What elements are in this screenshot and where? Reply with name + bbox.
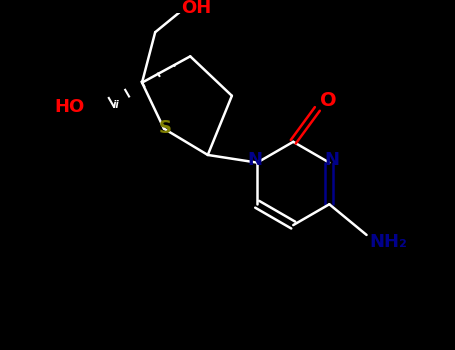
Text: OH: OH [181, 0, 211, 17]
Text: O: O [320, 91, 337, 110]
Text: N: N [248, 152, 263, 169]
Text: N: N [324, 152, 339, 169]
Text: NH₂: NH₂ [369, 232, 407, 251]
Text: HO: HO [55, 98, 85, 116]
Text: ii: ii [112, 99, 119, 110]
Text: S: S [158, 119, 172, 137]
